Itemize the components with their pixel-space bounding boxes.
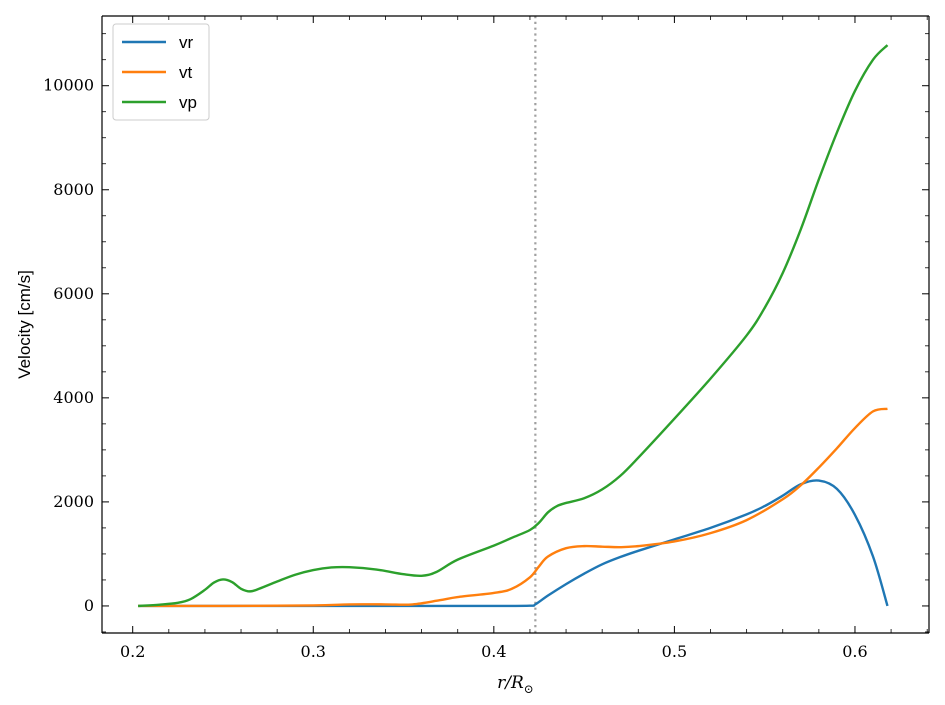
x-axis-label-subscript: ⊙ (524, 682, 534, 696)
legend-label-vp: vp (179, 93, 197, 112)
y-tick-label: 2000 (53, 492, 94, 511)
y-tick-label: 4000 (53, 388, 94, 407)
series-line-vp (138, 44, 889, 608)
x-axis-label-main: r/R (497, 673, 524, 693)
series-line-vr (138, 479, 889, 608)
ticks-layer (102, 16, 929, 633)
series-line-vt (138, 407, 888, 608)
plot-background (102, 16, 929, 633)
y-tick-label: 6000 (53, 284, 94, 303)
plot-area (102, 16, 929, 633)
legend: vr vt vp (112, 23, 210, 121)
legend-label-vt: vt (179, 63, 193, 82)
labels-layer: 0.2 0.3 0.4 0.5 0.6 0 2000 4000 6000 8000 10000 Vel… (15, 76, 868, 696)
x-tick-label: 0.3 (301, 642, 326, 661)
series-layer (138, 44, 889, 608)
axes-layer (101, 15, 930, 634)
legend-label-vr: vr (179, 33, 194, 52)
y-axis-label: Velocity [cm/s] (15, 270, 34, 379)
x-tick-label: 0.5 (662, 642, 687, 661)
x-tick-label: 0.2 (120, 642, 145, 661)
x-axis-label: r/R⊙ (497, 673, 534, 696)
y-tick-label: 10000 (43, 76, 94, 95)
x-tick-label: 0.6 (842, 642, 867, 661)
y-tick-label: 8000 (53, 180, 94, 199)
x-tick-label: 0.4 (481, 642, 506, 661)
y-tick-label: 0 (84, 596, 94, 615)
